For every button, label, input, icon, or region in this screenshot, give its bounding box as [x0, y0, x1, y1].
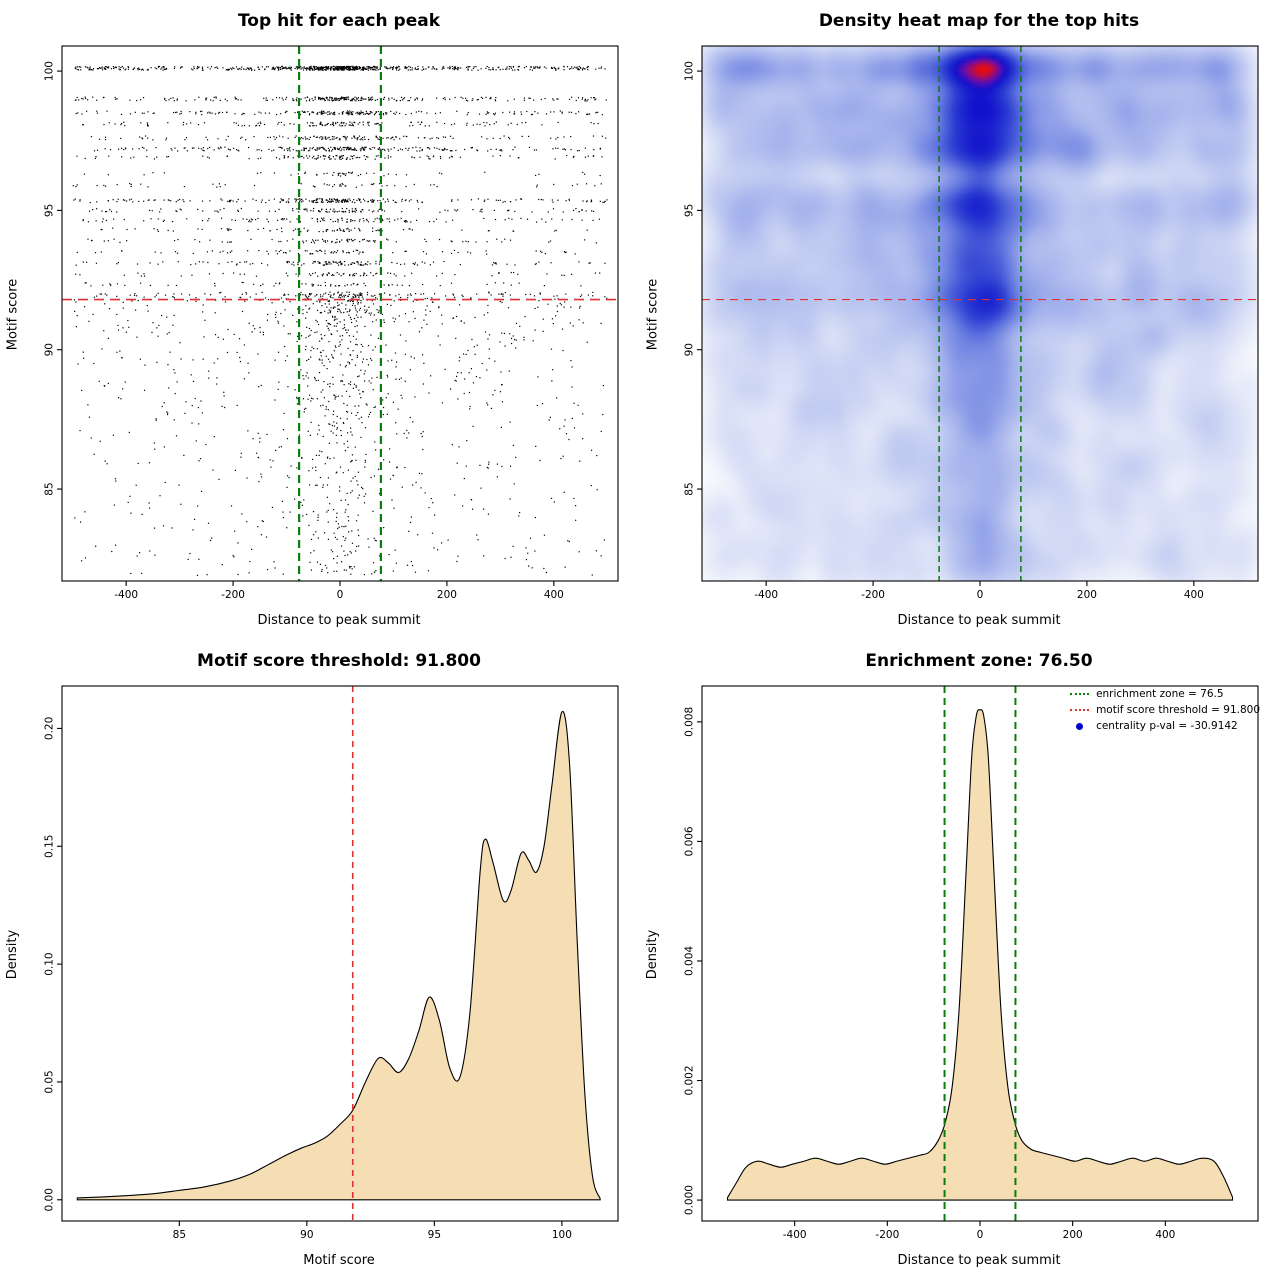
legend-row: enrichment zone = 76.5 [1066, 686, 1260, 702]
legend-label: centrality p-val = -30.9142 [1096, 720, 1238, 732]
panel-scatter: Top hit for each peak Distance to peak s… [0, 0, 640, 640]
chart-title: Motif score threshold: 91.800 [197, 651, 481, 671]
chart-title: Top hit for each peak [237, 11, 441, 31]
legend: enrichment zone = 76.5 motif score thres… [1066, 686, 1260, 734]
chart-title: Enrichment zone: 76.50 [865, 651, 1093, 671]
x-axis-label: Distance to peak summit [257, 613, 421, 628]
panel-heatmap: Density heat map for the top hits Distan… [640, 0, 1280, 640]
y-axis-label: Density [645, 929, 661, 979]
score-threshold-line-icon [1069, 709, 1089, 711]
x-axis-label: Distance to peak summit [897, 613, 1061, 628]
legend-label: enrichment zone = 76.5 [1096, 688, 1224, 700]
panel-distance-density: Enrichment zone: 76.50 Distance to peak … [640, 640, 1280, 1280]
enrichment-zone-line-icon [1069, 693, 1089, 695]
x-axis-label: Distance to peak summit [897, 1253, 1061, 1268]
centrality-pval-point-icon [1075, 722, 1083, 730]
y-axis-label: Motif score [5, 278, 21, 350]
panel-score-density: Motif score threshold: 91.800 Motif scor… [0, 640, 640, 1280]
scatter-canvas [0, 0, 640, 640]
legend-label: motif score threshold = 91.800 [1096, 704, 1260, 716]
score-density-canvas [0, 640, 640, 1280]
chart-title: Density heat map for the top hits [818, 11, 1140, 31]
y-axis-label: Motif score [645, 278, 661, 350]
legend-row: motif score threshold = 91.800 [1066, 702, 1260, 718]
heatmap-canvas [640, 0, 1280, 640]
legend-row: centrality p-val = -30.9142 [1066, 718, 1260, 734]
distance-density-canvas [640, 640, 1280, 1280]
x-axis-label: Motif score [303, 1253, 375, 1268]
y-axis-label: Density [5, 929, 21, 979]
